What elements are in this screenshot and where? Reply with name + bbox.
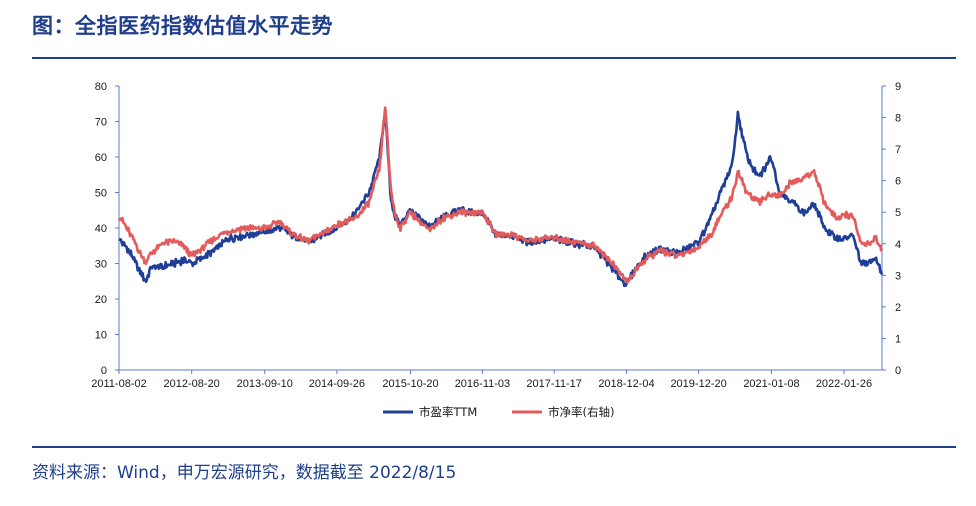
chart-axes: 0 10 20 30 40 50 60 70 80 0 1 2 3 4 5 6 7 8 9 2011-08-02 201…	[91, 81, 901, 390]
right-y-tick-label: 8	[895, 113, 901, 125]
right-y-tick-label: 1	[895, 333, 901, 345]
x-tick-label: 2022-01-26	[816, 378, 872, 390]
left-y-tick-label: 10	[95, 330, 107, 342]
right-y-tick-label: 5	[895, 207, 901, 219]
x-tick-label: 2017-11-17	[526, 378, 581, 390]
title-divider	[32, 57, 956, 59]
right-y-tick-label: 4	[895, 239, 901, 251]
left-y-tick-label: 50	[95, 188, 107, 200]
left-y-tick-label: 40	[95, 223, 107, 235]
right-y-tick-label: 9	[895, 81, 901, 93]
source-divider	[32, 446, 956, 448]
chart-lines	[117, 106, 884, 288]
left-y-tick-label: 20	[95, 294, 107, 306]
page-title: 图：全指医药指数估值水平走势	[32, 14, 333, 38]
left-y-tick-label: 30	[95, 259, 107, 271]
right-y-tick-label: 7	[895, 144, 901, 156]
legend-label-pe-ttm: 市盈率TTM	[419, 405, 477, 419]
series-line-pb	[117, 106, 884, 284]
right-y-tick-label: 6	[895, 176, 901, 188]
x-tick-label: 2021-01-08	[743, 378, 799, 390]
source-note: 资料来源：Wind，申万宏源研究，数据截至 2022/8/15	[32, 463, 457, 483]
right-y-tick-label: 2	[895, 302, 901, 314]
legend-label-pb: 市净率(右轴)	[548, 405, 614, 419]
left-y-tick-label: 0	[101, 365, 107, 377]
chart: 0 10 20 30 40 50 60 70 80 0 1 2 3 4 5 6 7 8 9 2011-08-02 201…	[91, 81, 901, 419]
chart-legend: 市盈率TTM 市净率(右轴)	[383, 405, 614, 419]
right-y-tick-label: 3	[895, 270, 901, 282]
x-tick-label: 2016-11-03	[455, 378, 510, 390]
right-y-tick-label: 0	[895, 365, 901, 377]
x-tick-label: 2014-09-26	[309, 378, 365, 390]
x-tick-label: 2018-12-04	[598, 378, 654, 390]
left-y-tick-label: 70	[95, 117, 107, 129]
x-tick-label: 2019-12-20	[670, 378, 726, 390]
left-y-tick-label: 80	[95, 81, 107, 93]
x-tick-label: 2011-08-02	[91, 378, 146, 390]
x-tick-label: 2012-08-20	[164, 378, 220, 390]
x-tick-label: 2015-10-20	[382, 378, 438, 390]
x-tick-label: 2013-09-10	[237, 378, 293, 390]
left-y-tick-label: 60	[95, 152, 107, 164]
